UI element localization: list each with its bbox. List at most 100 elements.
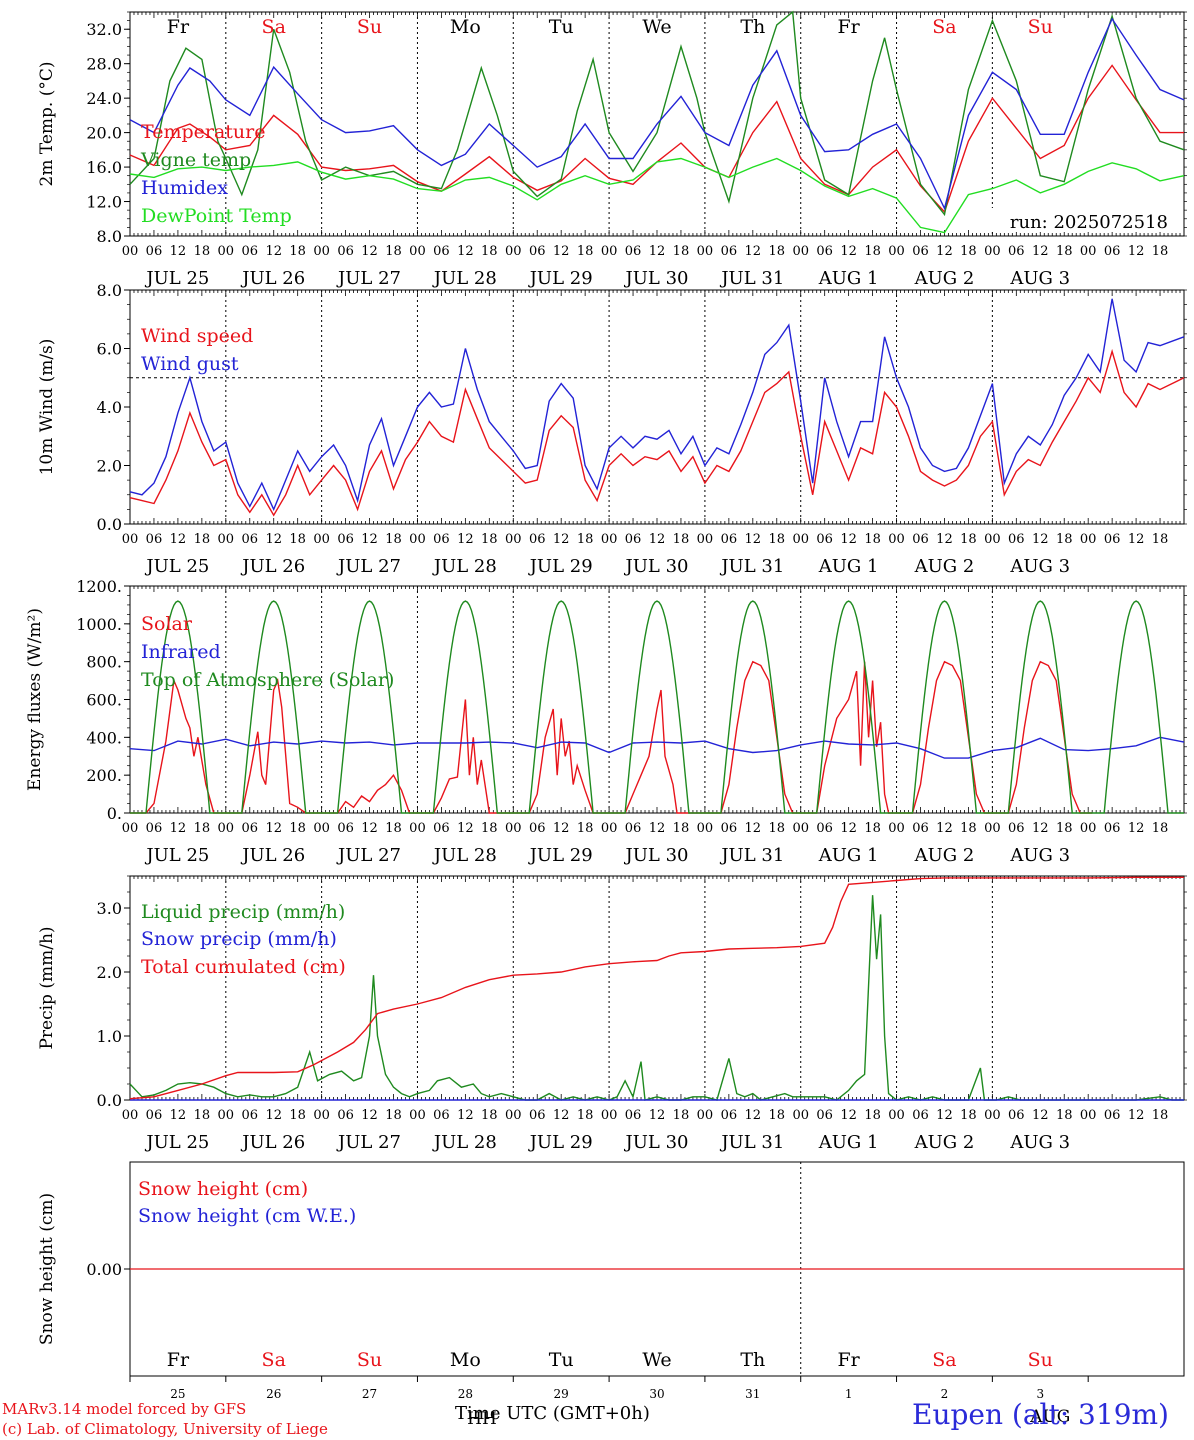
month-label: AUG	[1029, 1407, 1070, 1427]
legend-entry: DewPoint Temp	[141, 205, 292, 227]
ylabel-precip: Precip (mm/h)	[37, 926, 57, 1049]
hour-label: 00	[792, 244, 809, 259]
date-label: AUG 2	[914, 1132, 975, 1153]
hour-label: 00	[888, 1108, 905, 1123]
model-credit: MARv3.14 model forced by GFS (c) Lab. of…	[2, 1399, 328, 1439]
date-label: JUL 31	[719, 268, 784, 289]
day-name-bottom: Fr	[167, 1349, 190, 1371]
date-label: AUG 1	[818, 556, 879, 577]
hour-label: 12	[170, 532, 187, 547]
day-name: Su	[1028, 16, 1053, 38]
hour-label: 06	[912, 532, 929, 547]
date-label: JUL 28	[432, 1132, 497, 1153]
hour-label: 00	[697, 821, 714, 836]
y-tick-label: 200.	[86, 766, 122, 785]
hour-label: 18	[1152, 244, 1169, 259]
run-annotation: run: 2025072518	[1010, 212, 1168, 233]
date-label: AUG 3	[1009, 1132, 1070, 1153]
hour-label: 00	[888, 532, 905, 547]
hour-label: 12	[457, 821, 474, 836]
hour-label: 12	[936, 1108, 953, 1123]
date-label: JUL 28	[432, 845, 497, 866]
y-tick-label: 0.00	[86, 1260, 122, 1279]
hour-label: 00	[792, 1108, 809, 1123]
hour-label: 06	[433, 532, 450, 547]
hour-label: 12	[265, 244, 282, 259]
panel-2: 00 06 12 18 00 06 12 18 00 06 12 18 00 06 12 18 00 06 12 18…	[37, 281, 1187, 577]
hour-label: 18	[864, 532, 881, 547]
hour-label: 06	[337, 244, 354, 259]
hour-label: 12	[265, 1108, 282, 1123]
date-label: JUL 30	[624, 556, 689, 577]
date-label: JUL 29	[528, 268, 593, 289]
hour-label: 06	[146, 821, 163, 836]
hour-label: 12	[840, 1108, 857, 1123]
hour-label: 00	[218, 532, 235, 547]
day-number: 30	[649, 1387, 664, 1401]
hour-label: 12	[840, 821, 857, 836]
hour-label: 00	[313, 821, 330, 836]
time-axis-label: Time UTC (GMT+0h)	[455, 1403, 650, 1424]
day-name: We	[642, 16, 671, 38]
hour-label: 06	[337, 1108, 354, 1123]
series-line-infrared	[129, 736, 1185, 759]
day-number: 3	[1036, 1387, 1044, 1401]
hour-label: 12	[553, 244, 570, 259]
series-line-humidex	[129, 17, 1185, 211]
hour-label: 18	[1056, 532, 1073, 547]
hour-label: 00	[409, 532, 426, 547]
date-label: JUL 31	[719, 845, 784, 866]
y-tick-label: 24.0	[86, 89, 122, 108]
hour-label: 06	[625, 532, 642, 547]
ylabel-snow: Snow height (cm)	[37, 1193, 57, 1345]
y-tick-label: 1000.	[76, 615, 122, 634]
hour-label: 00	[697, 532, 714, 547]
day-name: Tu	[549, 16, 574, 38]
hour-label: 12	[745, 1108, 762, 1123]
hour-label: 12	[745, 532, 762, 547]
hour-label: 18	[577, 532, 594, 547]
hour-label: 12	[936, 532, 953, 547]
hour-label: 12	[553, 1108, 570, 1123]
hour-label: 06	[721, 532, 738, 547]
hour-label: 12	[1032, 821, 1049, 836]
hour-label: 12	[649, 821, 666, 836]
hour-label: 00	[697, 244, 714, 259]
day-number: 29	[554, 1387, 569, 1401]
overlap-text: HH	[467, 1409, 497, 1429]
hour-label: 06	[816, 532, 833, 547]
hour-label: 12	[457, 532, 474, 547]
hour-label: 12	[936, 821, 953, 836]
day-name: Mo	[450, 16, 481, 38]
panel-1: 00 06 12 18 00 06 12 18 00 06 12 18 00 06 12 18 00 06 12 18…	[37, 10, 1187, 289]
station-name: Eupen (alt: 319m)	[912, 1398, 1169, 1431]
hour-label: 00	[1080, 532, 1097, 547]
hour-label: 12	[170, 1108, 187, 1123]
day-name-bottom: Sa	[262, 1349, 286, 1371]
hour-label: 18	[481, 821, 498, 836]
y-tick-label: 20.0	[86, 124, 122, 143]
panel-5: 0.00 Snow height (cm) Snow height (cm) Snow…	[37, 1161, 1185, 1429]
hour-label: 06	[721, 821, 738, 836]
hour-label: 00	[697, 1108, 714, 1123]
day-name: Fr	[838, 16, 861, 38]
y-tick-label: 8.0	[97, 281, 122, 300]
legend-entry: Top of Atmosphere (Solar)	[141, 669, 394, 691]
hour-label: 18	[194, 1108, 211, 1123]
hour-label: 18	[289, 244, 306, 259]
hour-label: 06	[1008, 244, 1025, 259]
series-line-solar	[130, 660, 1093, 814]
hour-label: 18	[577, 1108, 594, 1123]
hour-label: 18	[577, 821, 594, 836]
hour-label: 18	[194, 821, 211, 836]
hour-label: 06	[241, 821, 258, 836]
hour-label: 12	[361, 532, 378, 547]
hour-label: 00	[888, 244, 905, 259]
day-number: 28	[458, 1387, 473, 1401]
hour-label: 00	[601, 532, 618, 547]
hour-label: 00	[505, 821, 522, 836]
day-number: 25	[170, 1387, 185, 1401]
date-label: JUL 25	[144, 845, 209, 866]
day-name: Th	[740, 16, 765, 38]
